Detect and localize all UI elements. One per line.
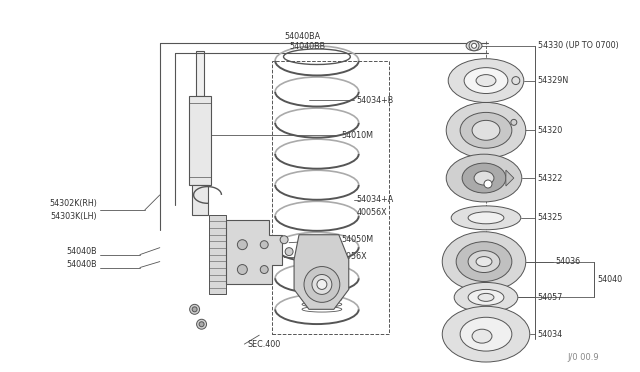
Polygon shape [506, 170, 514, 186]
Ellipse shape [472, 329, 492, 343]
Circle shape [196, 319, 207, 329]
Circle shape [484, 180, 492, 188]
Bar [209, 215, 227, 294]
Bar [189, 96, 211, 185]
Ellipse shape [462, 163, 506, 193]
Text: 54057: 54057 [538, 293, 563, 302]
Ellipse shape [448, 59, 524, 102]
Circle shape [199, 322, 204, 327]
Circle shape [312, 275, 332, 294]
Circle shape [189, 304, 200, 314]
Text: 54050M: 54050M [342, 235, 374, 244]
Ellipse shape [468, 289, 504, 305]
Text: 54010M: 54010M [342, 131, 374, 140]
Text: 40056X: 40056X [337, 252, 367, 261]
Text: SEC.400: SEC.400 [247, 340, 280, 349]
Ellipse shape [454, 282, 518, 312]
Text: 54320: 54320 [538, 126, 563, 135]
Polygon shape [294, 235, 349, 309]
Ellipse shape [456, 242, 512, 282]
Text: 54322: 54322 [538, 174, 563, 183]
Polygon shape [227, 220, 282, 285]
Circle shape [260, 241, 268, 248]
Ellipse shape [474, 171, 494, 185]
Text: 54040BB: 54040BB [289, 42, 325, 51]
Circle shape [192, 307, 197, 312]
Ellipse shape [460, 112, 512, 148]
Text: 54034+A: 54034+A [356, 195, 394, 205]
Ellipse shape [476, 257, 492, 267]
Circle shape [237, 264, 247, 275]
Circle shape [280, 236, 288, 244]
Ellipse shape [451, 206, 521, 230]
Text: 54040B: 54040B [67, 247, 97, 256]
Text: 54036: 54036 [556, 257, 580, 266]
Ellipse shape [472, 121, 500, 140]
Text: 54302K(RH): 54302K(RH) [49, 199, 97, 208]
Text: 54034+B: 54034+B [356, 96, 394, 105]
Text: 54040BA: 54040BA [284, 32, 320, 41]
Ellipse shape [464, 68, 508, 93]
Circle shape [260, 266, 268, 273]
Circle shape [469, 41, 479, 51]
Bar [272, 61, 388, 334]
Ellipse shape [468, 251, 500, 273]
Circle shape [317, 279, 327, 289]
Circle shape [512, 77, 520, 84]
Ellipse shape [446, 154, 522, 202]
Text: 40056X: 40056X [356, 208, 387, 217]
Ellipse shape [442, 306, 530, 362]
Text: 54329N: 54329N [538, 76, 569, 85]
Ellipse shape [460, 317, 512, 351]
Text: 54325: 54325 [538, 213, 563, 222]
Text: 54330 (UP TO 0700): 54330 (UP TO 0700) [538, 41, 618, 50]
Text: 54303K(LH): 54303K(LH) [51, 212, 97, 221]
Circle shape [472, 43, 477, 48]
Circle shape [237, 240, 247, 250]
Circle shape [304, 267, 340, 302]
Ellipse shape [466, 41, 482, 51]
Ellipse shape [478, 294, 494, 301]
Ellipse shape [446, 102, 526, 158]
Circle shape [285, 248, 293, 256]
Ellipse shape [476, 75, 496, 87]
Text: 54040B: 54040B [67, 260, 97, 269]
Text: 54040: 54040 [597, 275, 623, 284]
Circle shape [511, 119, 517, 125]
Ellipse shape [442, 232, 526, 291]
Text: J/0 00.9: J/0 00.9 [568, 353, 599, 362]
Text: 54034: 54034 [538, 330, 563, 339]
Ellipse shape [468, 212, 504, 224]
Bar [196, 51, 204, 96]
Bar [191, 185, 207, 215]
